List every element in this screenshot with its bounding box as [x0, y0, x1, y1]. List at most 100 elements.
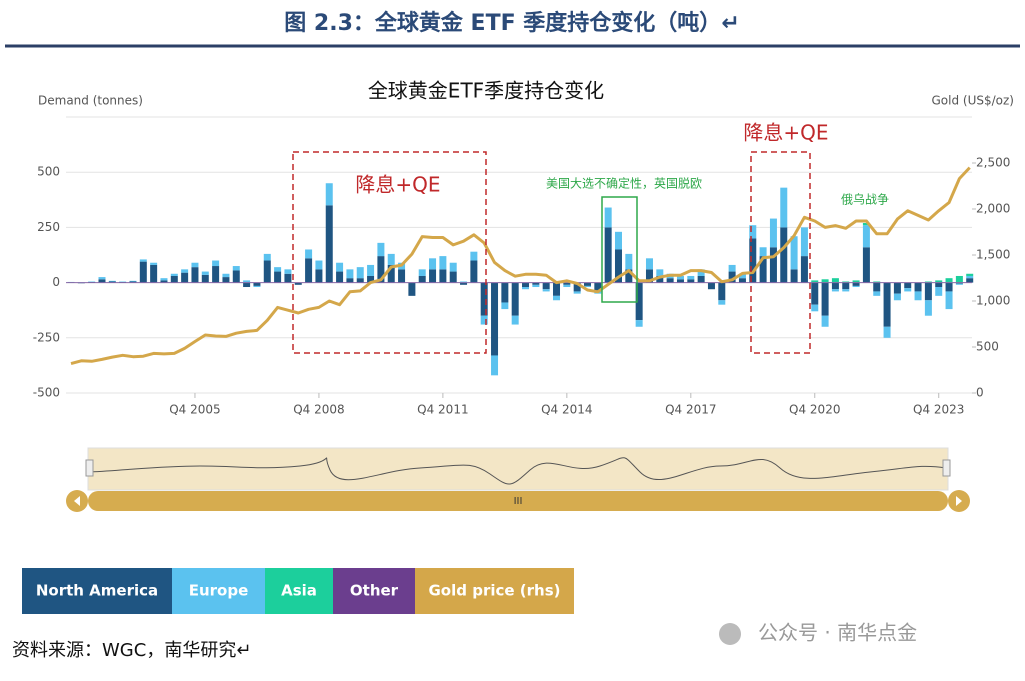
bar	[212, 261, 219, 267]
x-tick-label: Q4 2011	[417, 403, 468, 417]
bar	[326, 205, 333, 282]
gold-line	[71, 168, 970, 364]
legend-item[interactable]: Europe	[172, 568, 265, 614]
y2-tick-label: 500	[976, 340, 999, 354]
bar	[160, 278, 167, 280]
bar	[419, 269, 426, 276]
y2-tick-label: 1,000	[976, 294, 1010, 308]
handle[interactable]	[86, 460, 93, 476]
bar	[832, 278, 839, 282]
bar	[832, 289, 839, 291]
bar	[284, 269, 291, 273]
bar	[429, 269, 436, 282]
bar	[233, 270, 240, 282]
navigator[interactable]: III	[66, 448, 970, 512]
bar	[904, 288, 911, 291]
bar	[698, 276, 705, 283]
bar	[450, 263, 457, 272]
bar	[811, 283, 818, 305]
bar	[140, 259, 147, 261]
bar	[667, 278, 674, 282]
bar	[543, 283, 550, 290]
x-tick-label: Q4 2008	[293, 403, 344, 417]
y2-tick-label: 0	[976, 386, 984, 400]
bar	[346, 278, 353, 282]
bar	[274, 267, 281, 271]
bar	[646, 258, 653, 269]
bar	[315, 261, 322, 270]
bar	[398, 269, 405, 282]
bar	[326, 183, 333, 205]
bar	[470, 261, 477, 283]
bar	[439, 269, 446, 282]
bar	[605, 227, 612, 282]
bar	[512, 316, 519, 325]
legend-item[interactable]: Other	[333, 568, 415, 614]
bar	[450, 272, 457, 283]
bar	[935, 287, 942, 296]
bar	[915, 283, 922, 292]
y-tick-label: -500	[33, 386, 60, 400]
bar	[884, 283, 891, 327]
y2-tick-label: 2,500	[976, 156, 1010, 170]
figure-title: 图 2.3：全球黄金 ETF 季度持仓变化（吨）↵	[284, 10, 739, 36]
legend-item[interactable]: North America	[22, 568, 172, 614]
bar	[956, 284, 963, 285]
bar	[863, 225, 870, 247]
bar	[791, 269, 798, 282]
bar	[811, 305, 818, 312]
bar	[429, 258, 436, 269]
bar	[780, 188, 787, 228]
bar	[553, 283, 560, 296]
x-tick-label: Q4 2017	[665, 403, 716, 417]
bar	[408, 283, 415, 296]
y-axis-label: Demand (tonnes)	[38, 94, 143, 108]
bar	[615, 232, 622, 250]
bar	[336, 263, 343, 272]
bar	[636, 320, 643, 327]
bar	[191, 263, 198, 267]
bar	[202, 272, 209, 275]
bar	[801, 227, 808, 256]
navigator-range	[88, 448, 948, 490]
bar	[150, 265, 157, 283]
bar	[212, 266, 219, 283]
legend-label: Other	[350, 582, 399, 600]
bar	[264, 254, 271, 261]
bar	[522, 283, 529, 287]
bar	[687, 276, 694, 279]
bar	[501, 302, 508, 309]
x-tick-label: Q4 2023	[913, 403, 964, 417]
bar	[439, 256, 446, 269]
bar	[274, 272, 281, 283]
x-tick-label: Q4 2005	[169, 403, 220, 417]
handle[interactable]	[943, 460, 950, 476]
bar	[222, 277, 229, 283]
bar	[801, 256, 808, 282]
bar	[842, 283, 849, 290]
bar	[966, 278, 973, 282]
bar	[729, 265, 736, 272]
legend-item[interactable]: Gold price (rhs)	[415, 568, 574, 614]
bar	[367, 265, 374, 276]
legend-label: Asia	[281, 582, 317, 600]
bar	[501, 283, 508, 303]
bar	[832, 283, 839, 290]
y-tick-label: 250	[37, 220, 60, 234]
bar	[388, 254, 395, 265]
bar	[202, 275, 209, 283]
bar	[243, 283, 250, 287]
bar	[739, 278, 746, 282]
bar	[336, 272, 343, 283]
bar	[966, 274, 973, 276]
legend-item[interactable]: Asia	[265, 568, 333, 614]
bar	[760, 247, 767, 256]
bar	[770, 247, 777, 282]
bar	[140, 262, 147, 283]
y-tick-label: 0	[52, 275, 60, 289]
bar	[894, 283, 901, 294]
watermark: 公众号 · 南华点金	[758, 621, 917, 645]
bar	[915, 291, 922, 300]
bar	[718, 283, 725, 301]
legend-label: Gold price (rhs)	[429, 582, 561, 600]
